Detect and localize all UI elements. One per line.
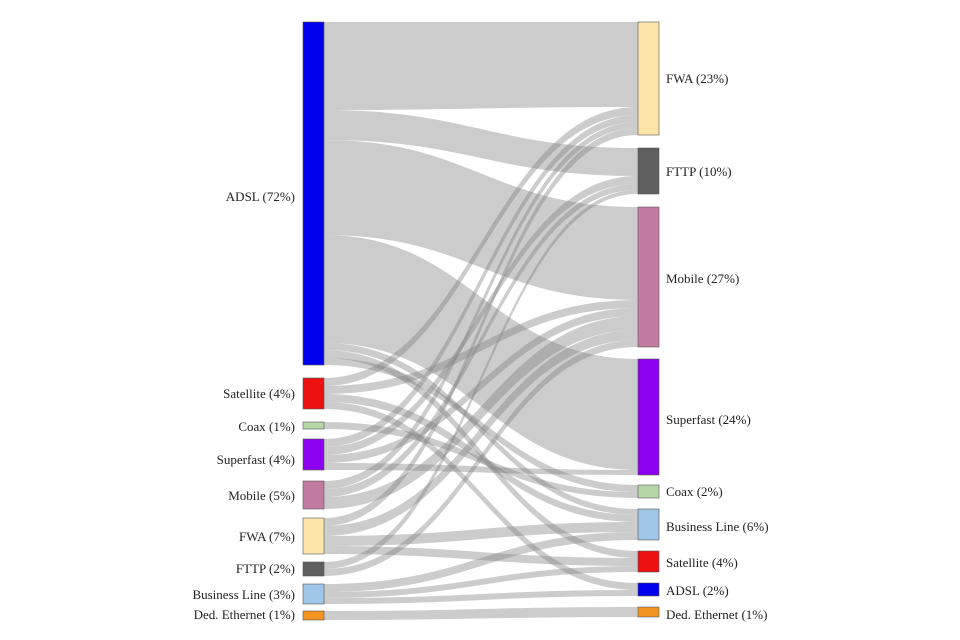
sankey-link <box>324 463 638 475</box>
sankey-link <box>324 128 638 526</box>
left-label-ded-ethernet: Ded. Ethernet (1%) <box>194 607 295 622</box>
sankey-link <box>324 330 638 536</box>
left-node-fttp <box>302 561 325 577</box>
sankey-link <box>324 184 638 497</box>
sankey-link <box>324 607 638 620</box>
right-node-satellite <box>637 550 660 573</box>
left-node-mobile <box>302 480 325 510</box>
right-nodes <box>637 21 660 618</box>
right-label-fwa: FWA (23%) <box>666 71 728 86</box>
right-node-mobile <box>637 206 660 348</box>
right-label-adsl: ADSL (2%) <box>666 583 729 598</box>
sankey-link <box>324 358 638 492</box>
left-node-coax <box>302 421 325 430</box>
right-node-ded-ethernet <box>637 606 660 618</box>
right-label-mobile: Mobile (27%) <box>666 271 739 286</box>
left-label-adsl: ADSL (72%) <box>226 189 295 204</box>
left-node-business-line <box>302 583 325 605</box>
right-label-fttp: FTTP (10%) <box>666 164 732 179</box>
right-label-satellite: Satellite (4%) <box>666 555 738 570</box>
left-nodes <box>302 21 325 621</box>
left-node-ded-ethernet <box>302 610 325 621</box>
sankey-link <box>324 110 638 176</box>
sankey-links <box>324 22 638 620</box>
left-label-mobile: Mobile (5%) <box>228 488 295 503</box>
right-node-business-line <box>637 508 660 541</box>
left-label-superfast: Superfast (4%) <box>217 452 295 467</box>
right-node-adsl <box>637 582 660 597</box>
left-node-satellite <box>302 377 325 410</box>
sankey-link <box>324 590 638 604</box>
sankey-link <box>324 566 638 598</box>
sankey-link <box>324 122 638 489</box>
sankey-link <box>324 350 638 558</box>
sankey-link <box>324 190 638 569</box>
left-label-fttp: FTTP (2%) <box>236 561 295 576</box>
right-node-superfast <box>637 358 660 476</box>
right-label-superfast: Superfast (24%) <box>666 412 751 427</box>
left-labels: ADSL (72%) Satellite (4%) Coax (1%) Supe… <box>192 189 295 622</box>
sankey-link <box>324 300 638 394</box>
sankey-link <box>324 140 638 300</box>
sankey-link <box>324 546 638 566</box>
sankey-link <box>324 394 638 522</box>
sankey-link <box>324 343 638 515</box>
left-node-adsl <box>302 21 325 366</box>
sankey-link <box>324 340 638 576</box>
left-node-superfast <box>302 438 325 471</box>
left-label-satellite: Satellite (4%) <box>223 386 295 401</box>
sankey-link <box>324 308 638 463</box>
sankey-link <box>324 176 638 455</box>
right-label-business-line: Business Line (6%) <box>666 519 769 534</box>
sankey-link <box>324 522 638 546</box>
right-labels: FWA (23%) FTTP (10%) Mobile (27%) Superf… <box>666 71 769 622</box>
right-node-coax <box>637 484 660 499</box>
right-node-fttp <box>637 147 660 195</box>
sankey-link <box>324 22 638 110</box>
sankey-link <box>324 107 638 386</box>
left-label-fwa: FWA (7%) <box>239 529 295 544</box>
sankey-link <box>324 532 638 592</box>
sankey-link <box>324 115 638 447</box>
sankey-link <box>324 235 638 470</box>
sankey-link <box>324 316 638 509</box>
right-label-ded-ethernet: Ded. Ethernet (1%) <box>666 607 767 622</box>
left-label-coax: Coax (1%) <box>238 419 295 434</box>
right-label-coax: Coax (2%) <box>666 484 723 499</box>
left-node-fwa <box>302 517 325 555</box>
sankey-link <box>324 422 638 498</box>
left-label-business-line: Business Line (3%) <box>192 587 295 602</box>
right-node-fwa <box>637 21 660 136</box>
sankey-link <box>324 402 638 590</box>
